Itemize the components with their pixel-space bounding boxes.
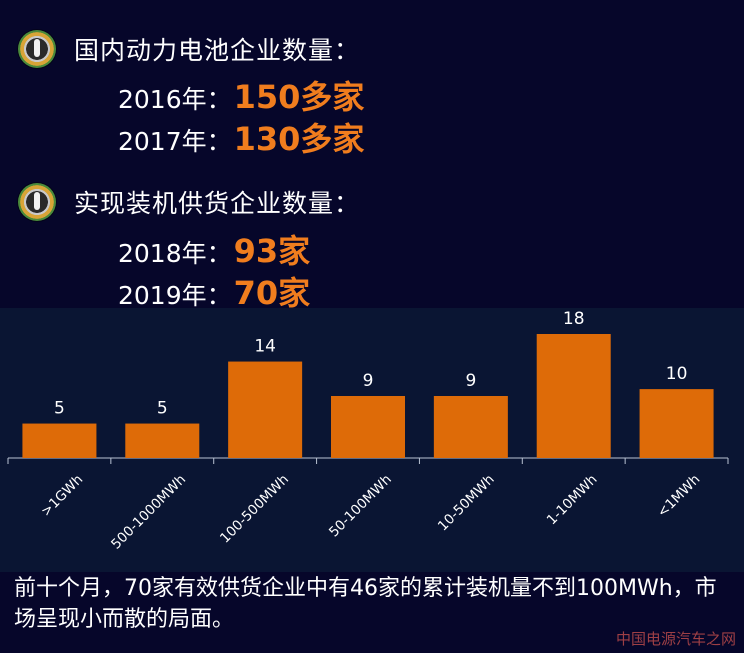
bar [639, 389, 714, 458]
x-tick-label: 500-1000MWh [108, 472, 189, 553]
bar-value-label: 5 [157, 399, 168, 419]
bar-chart: 5 >1GWh 5 500-1000MWh 14 100-500MWh 9 50-100MWh… [7, 309, 729, 553]
bar [22, 423, 97, 458]
stat-label: 2019年： [118, 281, 232, 310]
bar [536, 334, 611, 458]
bullet-badge-icon [18, 183, 56, 221]
bar-value-label: 10 [666, 364, 688, 384]
x-tick-label: 10-50MWh [435, 472, 498, 535]
stat-value: 150多家 [233, 78, 365, 116]
stat-label: 2018年： [118, 239, 232, 268]
stat-row-2019: 2019年： 70家 [118, 268, 310, 314]
bar [228, 361, 303, 458]
section-1-title: 国内动力电池企业数量： [74, 36, 361, 65]
stat-label: 2017年： [118, 127, 232, 156]
x-tick-label: <1MWh [654, 472, 703, 521]
stat-value: 130多家 [233, 120, 365, 158]
summary-text: 前十个月，70家有效供货企业中有46家的累计装机量不到100MWh，市场呈现小而… [14, 576, 717, 632]
x-tick-label: >1GWh [38, 472, 86, 520]
section-1-header: 国内动力电池企业数量： [18, 30, 360, 68]
stat-value: 70家 [233, 274, 311, 312]
x-tick-label: 1-10MWh [544, 472, 601, 529]
bar [331, 396, 405, 458]
stat-value: 93家 [233, 232, 311, 270]
bar-value-label: 14 [254, 337, 276, 357]
section-2-header: 实现装机供货企业数量： [18, 183, 360, 221]
bar-value-label: 5 [54, 399, 65, 419]
x-tick-label: 100-500MWh [217, 472, 292, 547]
x-tick-label: 50-100MWh [326, 472, 395, 541]
bar-value-label: 9 [363, 371, 374, 391]
stat-row-2017: 2017年： 130多家 [118, 114, 364, 160]
chart-panel: 5 >1GWh 5 500-1000MWh 14 100-500MWh 9 50-100MWh… [0, 308, 744, 572]
stat-row-2016: 2016年： 150多家 [118, 72, 364, 118]
watermark: 中国电源汽车之网 [615, 630, 736, 648]
stat-label: 2016年： [118, 85, 232, 114]
section-2-title: 实现装机供货企业数量： [74, 189, 361, 218]
bullet-badge-icon [18, 30, 56, 68]
stat-row-2018: 2018年： 93家 [118, 226, 310, 272]
bar [433, 396, 508, 458]
bar [125, 423, 200, 458]
bar-value-label: 9 [465, 371, 476, 391]
bar-value-label: 18 [563, 309, 585, 329]
